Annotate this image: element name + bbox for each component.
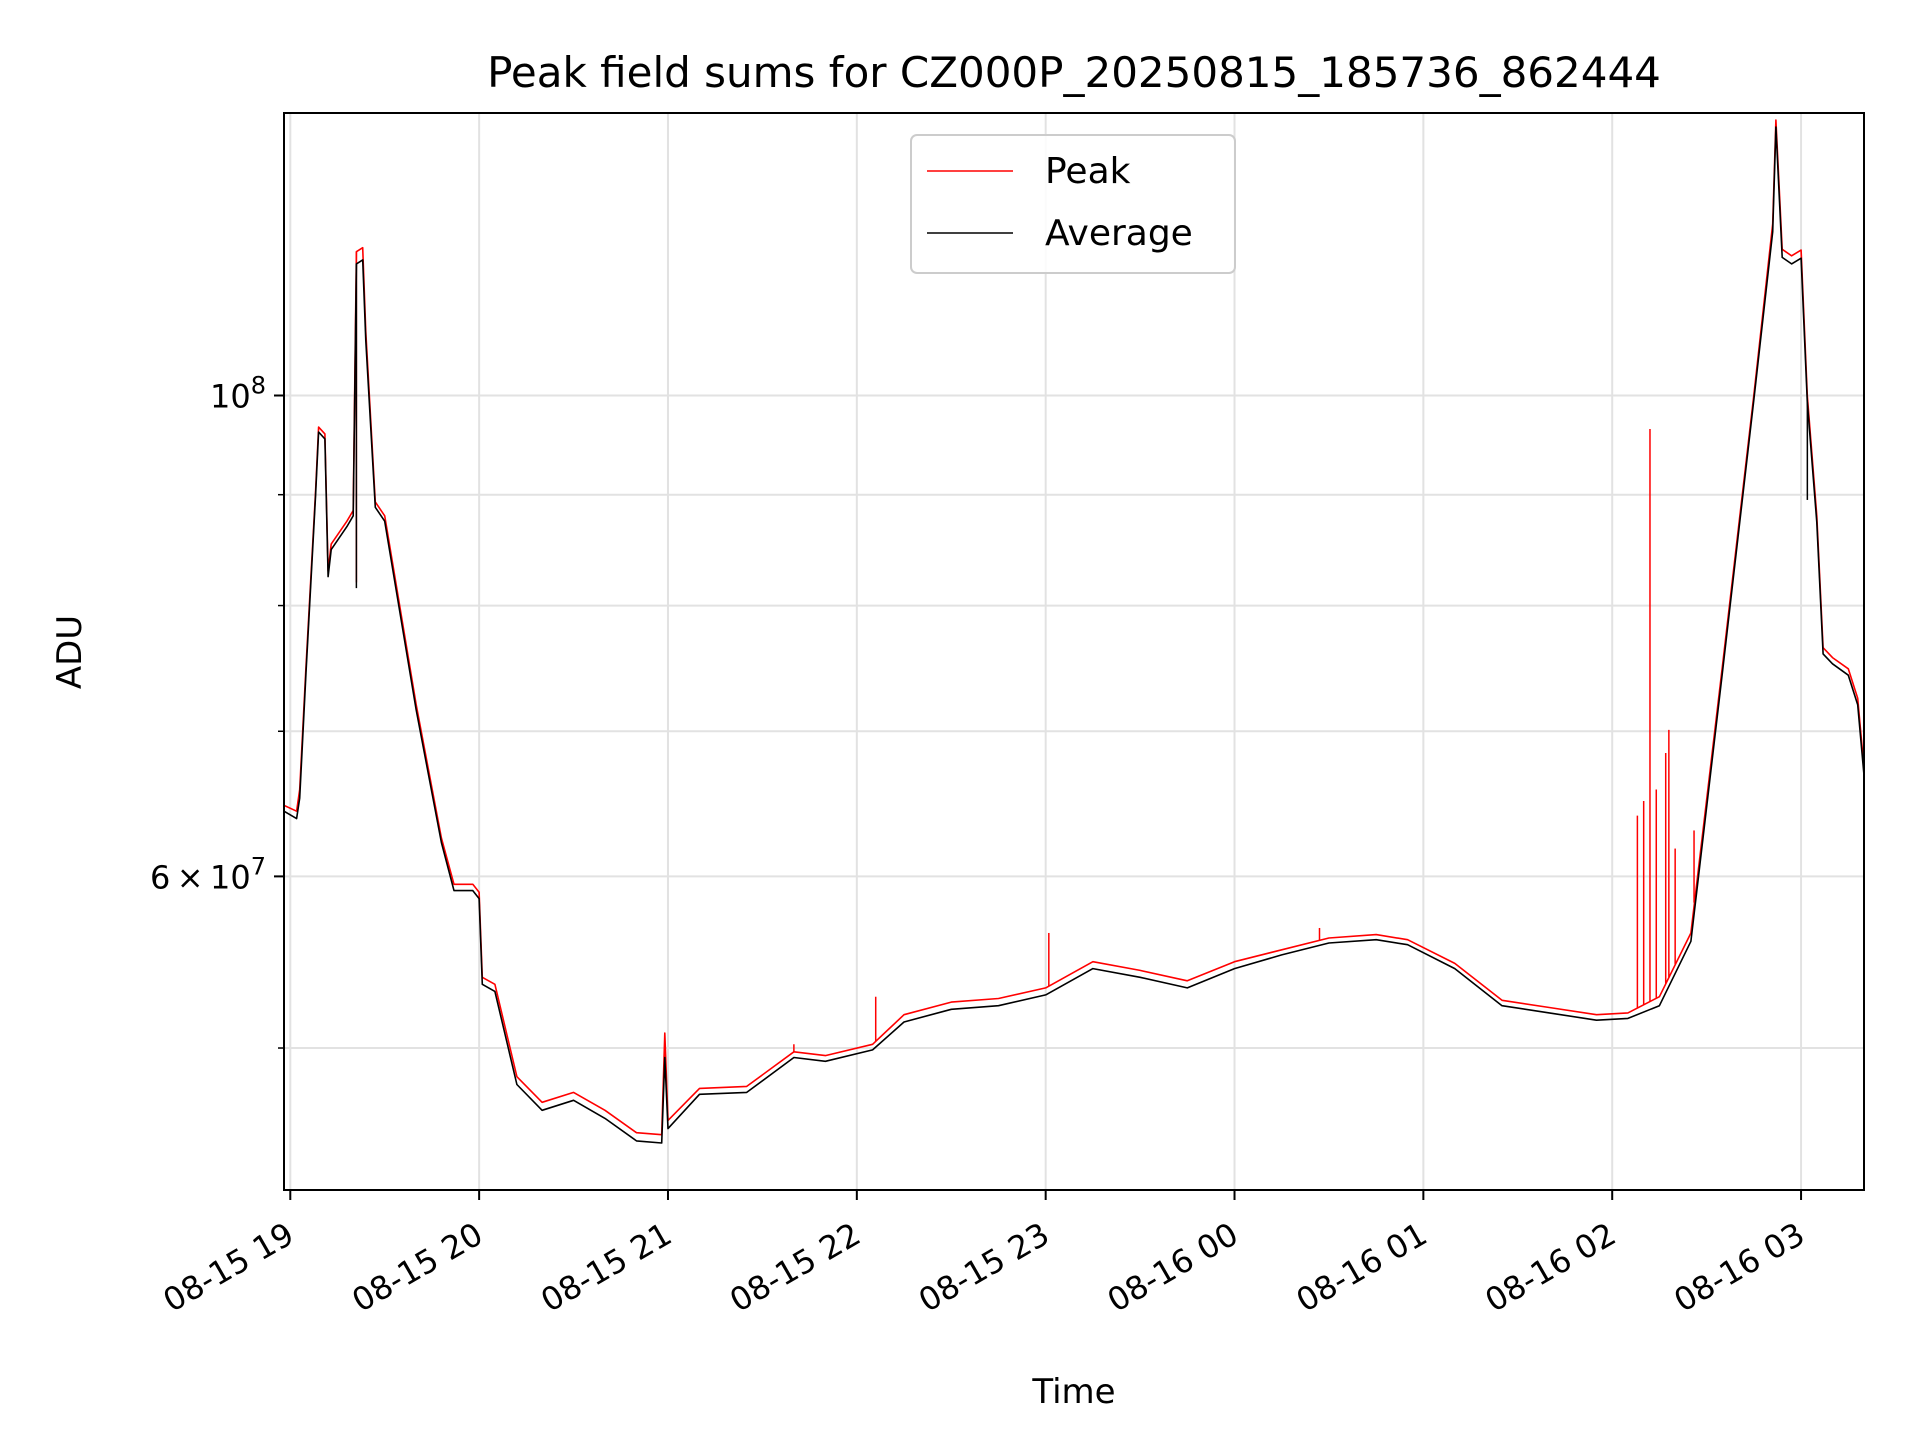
- y-tick-exponent: 7: [251, 852, 266, 880]
- legend: Peak Average: [910, 134, 1236, 274]
- x-axis-label: Time: [1031, 1372, 1115, 1412]
- y-tick-exponent: 8: [251, 372, 266, 400]
- grid: [284, 113, 1864, 1190]
- legend-label-peak: Peak: [1045, 151, 1131, 192]
- series-line-average: [284, 126, 1864, 1144]
- y-tick-label: 6 × 107: [150, 852, 266, 896]
- plot-area: [284, 119, 1864, 1144]
- plot-frame: [283, 112, 1865, 1191]
- legend-label-average: Average: [1045, 213, 1193, 254]
- chart-title: Peak field sums for CZ000P_20250815_1857…: [487, 48, 1661, 97]
- y-axis-label: ADU: [50, 615, 90, 689]
- legend-box: [910, 134, 1236, 274]
